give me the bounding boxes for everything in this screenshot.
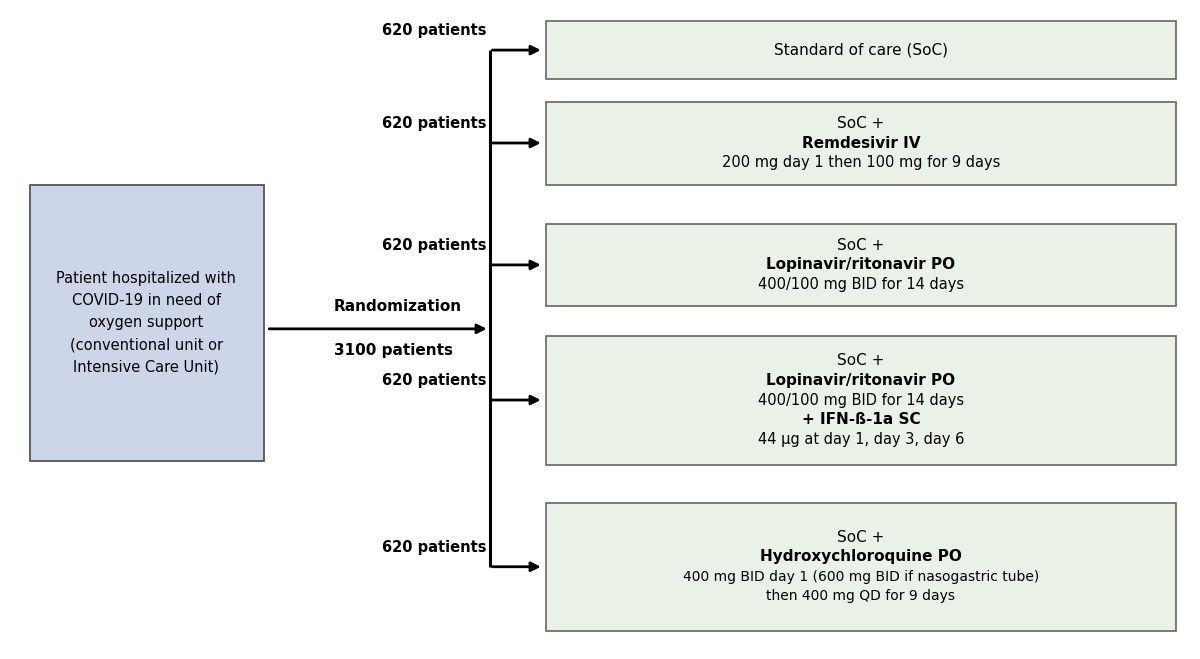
Text: 620 patients: 620 patients	[382, 540, 486, 555]
Text: 620 patients: 620 patients	[382, 116, 486, 131]
Text: Hydroxychloroquine PO: Hydroxychloroquine PO	[760, 550, 962, 564]
Text: 400 mg BID day 1 (600 mg BID if nasogastric tube): 400 mg BID day 1 (600 mg BID if nasogast…	[683, 569, 1039, 584]
Bar	[546, 224, 1176, 306]
Bar	[546, 503, 1176, 631]
Bar	[546, 102, 1176, 185]
Text: 620 patients: 620 patients	[382, 373, 486, 388]
Bar	[30, 185, 264, 461]
Text: 200 mg day 1 then 100 mg for 9 days: 200 mg day 1 then 100 mg for 9 days	[722, 156, 1000, 170]
Text: SoC +: SoC +	[838, 116, 884, 130]
Text: SoC +: SoC +	[838, 530, 884, 544]
Text: 3100 patients: 3100 patients	[334, 343, 452, 358]
Text: Remdesivir IV: Remdesivir IV	[802, 136, 920, 150]
Text: Lopinavir/ritonavir PO: Lopinavir/ritonavir PO	[767, 258, 955, 272]
Text: then 400 mg QD for 9 days: then 400 mg QD for 9 days	[767, 589, 955, 604]
Text: Patient hospitalized with
COVID-19 in need of
oxygen support
(conventional unit : Patient hospitalized with COVID-19 in ne…	[56, 271, 236, 375]
Text: SoC +: SoC +	[838, 238, 884, 252]
Bar	[546, 21, 1176, 79]
Text: Randomization: Randomization	[334, 299, 462, 314]
Text: 400/100 mg BID for 14 days: 400/100 mg BID for 14 days	[758, 277, 964, 292]
Text: SoC +: SoC +	[838, 353, 884, 368]
Text: 620 patients: 620 patients	[382, 238, 486, 253]
Text: 620 patients: 620 patients	[382, 23, 486, 38]
Text: Lopinavir/ritonavir PO: Lopinavir/ritonavir PO	[767, 373, 955, 387]
Bar	[546, 336, 1176, 465]
Text: + IFN-ß-1a SC: + IFN-ß-1a SC	[802, 413, 920, 427]
Text: Standard of care (SoC): Standard of care (SoC)	[774, 43, 948, 57]
Text: 44 μg at day 1, day 3, day 6: 44 μg at day 1, day 3, day 6	[758, 432, 964, 447]
Text: 400/100 mg BID for 14 days: 400/100 mg BID for 14 days	[758, 393, 964, 407]
